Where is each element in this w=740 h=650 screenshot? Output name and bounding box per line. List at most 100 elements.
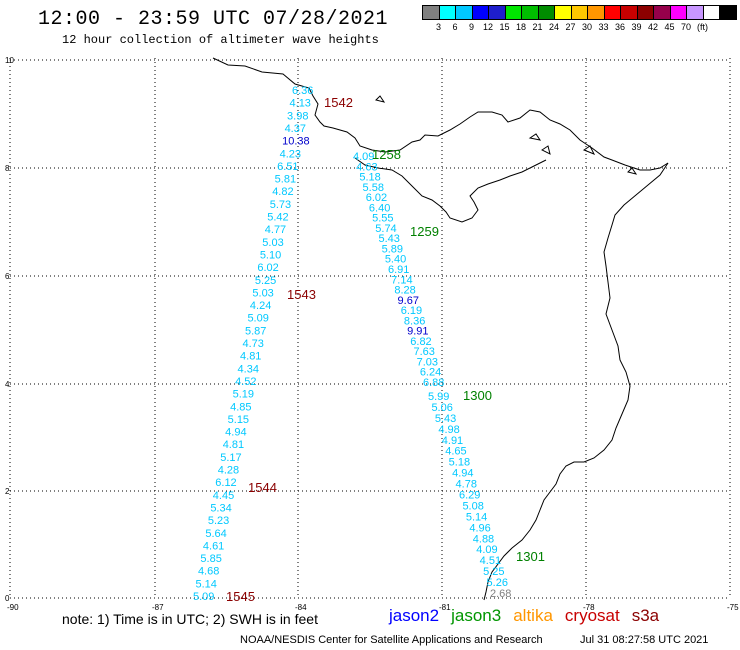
swh-label-west: 5.17 (220, 452, 241, 464)
swh-label-west: 4.77 (265, 224, 286, 236)
colorbar-label: 18 (515, 22, 527, 32)
swh-label-west: 5.19 (233, 389, 254, 401)
swh-label-west: 3.98 (287, 110, 308, 122)
swh-label-east: 4.88 (473, 533, 494, 545)
swh-label-east: 7.03 (417, 356, 438, 368)
colorbar-label: 27 (565, 22, 576, 32)
pass-number-label: 1543 (287, 287, 316, 302)
colorbar-swatch (719, 5, 737, 20)
colorbar-label: 30 (581, 22, 593, 32)
coastline-bay (354, 157, 547, 223)
colorbar-label: (ft) (697, 22, 708, 32)
satellite-legend: jason2 jason3 altika cryosat s3a (389, 606, 671, 626)
colorbar-label: 33 (598, 22, 609, 32)
swh-label-west: 5.15 (228, 414, 249, 426)
swh-label-west: 5.23 (208, 515, 229, 527)
swh-label-east: 4.63 (356, 161, 377, 173)
swh-label-east: 4.65 (445, 446, 466, 458)
swh-label-west: 4.73 (243, 338, 264, 350)
pass-number-label: 1258 (372, 147, 401, 162)
swh-label-east: 5.99 (428, 391, 449, 403)
swh-label-east: 5.55 (372, 213, 393, 225)
swh-label-west: 4.85 (230, 401, 251, 413)
pass-number-label: 1542 (324, 95, 353, 110)
legend-jason2: jason2 (389, 606, 440, 625)
swh-label-west: 4.13 (290, 98, 311, 110)
swh-label-west: 5.10 (260, 249, 281, 261)
footer-credit: NOAA/NESDIS Center for Satellite Applica… (240, 634, 543, 646)
coastline-east (483, 162, 669, 601)
swh-label-east: 2.68 (490, 588, 511, 600)
swh-label-east: 5.14 (466, 511, 487, 523)
swh-label-east: 6.91 (388, 264, 409, 276)
swh-label-west: 4.24 (250, 300, 271, 312)
pass-number-label: 1259 (410, 224, 439, 239)
swh-label-west: 4.61 (203, 540, 224, 552)
swh-label-east: 4.09 (476, 544, 497, 556)
y-tick-label: 4 (5, 380, 10, 389)
swh-label-east: 5.25 (483, 566, 504, 578)
swh-label-east: 4.94 (452, 468, 473, 480)
colorbar-label: 21 (532, 22, 543, 32)
swh-label-east: 6.02 (366, 192, 387, 204)
colorbar-label: 45 (664, 22, 675, 32)
swh-label-east: 4.98 (438, 424, 459, 436)
swh-label-west: 5.42 (267, 212, 288, 224)
pass-number-label: 1300 (463, 388, 492, 403)
colorbar-label: 3 (435, 22, 442, 32)
map-subtitle: 12 hour collection of altimeter wave hei… (62, 33, 379, 47)
colorbar-labels: 3 6 9 12 15 18 21 24 27 30 33 36 39 42 45 70 (ft) (422, 22, 740, 34)
swh-label-west: 4.94 (225, 427, 246, 439)
y-tick-label: 8 (5, 164, 10, 173)
swh-label-west: 6.02 (257, 262, 278, 274)
swh-label-east: 6.19 (401, 305, 422, 317)
swh-label-east: 4.96 (469, 522, 490, 534)
swh-label-west: 5.14 (195, 578, 216, 590)
legend-s3a: s3a (631, 606, 660, 625)
x-tick-label: -87 (152, 603, 164, 612)
swh-label-east: 8.36 (404, 315, 425, 327)
swh-label-west: 6.51 (277, 161, 298, 173)
pass-labels: 1542 1543 1544 1545 1258 1259 1300 1301 (226, 95, 545, 604)
swh-label-west: 4.82 (272, 186, 293, 198)
colorbar-label: 15 (499, 22, 510, 32)
coastline-north (212, 57, 669, 171)
swh-label-west: 5.87 (245, 325, 266, 337)
swh-label-west: 5.85 (200, 553, 221, 565)
swh-label-east: 9.67 (398, 295, 419, 307)
x-tick-label: -81 (439, 603, 451, 612)
swh-label-east: 5.18 (449, 457, 470, 469)
swh-label-west: 5.64 (205, 528, 226, 540)
swh-label-east: 5.18 (359, 172, 380, 184)
swh-label-east: 6.24 (420, 367, 441, 379)
x-tick-label: -90 (7, 603, 19, 612)
footer-note: note: 1) Time is in UTC; 2) SWH is in fe… (62, 611, 318, 627)
swh-label-east: 5.26 (487, 577, 508, 589)
colorbar-label: 12 (482, 22, 494, 32)
track-east-lower: 5.995.065.434.984.914.655.184.944.786.29… (428, 391, 511, 600)
pass-number-label: 1545 (226, 589, 255, 604)
swh-label-west: 5.81 (275, 174, 296, 186)
swh-label-west: 4.28 (218, 465, 239, 477)
swh-label-east: 4.78 (456, 479, 477, 491)
swh-label-west: 4.34 (238, 363, 259, 375)
y-tick-label: 6 (5, 272, 10, 281)
x-tick-label: -75 (727, 603, 739, 612)
swh-label-west: 4.23 (280, 148, 301, 160)
swh-label-west: 4.81 (223, 439, 244, 451)
colorbar-label: 70 (680, 22, 692, 32)
colorbar-label: 42 (647, 22, 659, 32)
footer-timestamp: Jul 31 08:27:58 UTC 2021 (580, 634, 709, 646)
swh-label-east: 4.51 (480, 555, 501, 567)
track-west: 6.364.133.984.3710.384.236.515.814.825.7… (193, 85, 313, 603)
swh-label-east: 5.43 (378, 233, 399, 245)
x-tick-label: -84 (295, 603, 307, 612)
swh-label-east: 6.82 (410, 336, 431, 348)
colorbar-label: 36 (614, 22, 626, 32)
swh-label-west: 5.03 (252, 287, 273, 299)
swh-label-east: 5.06 (431, 402, 452, 414)
legend-altika: altika (513, 606, 553, 625)
pass-number-label: 1301 (516, 549, 545, 564)
swh-label-west: 4.37 (285, 123, 306, 135)
